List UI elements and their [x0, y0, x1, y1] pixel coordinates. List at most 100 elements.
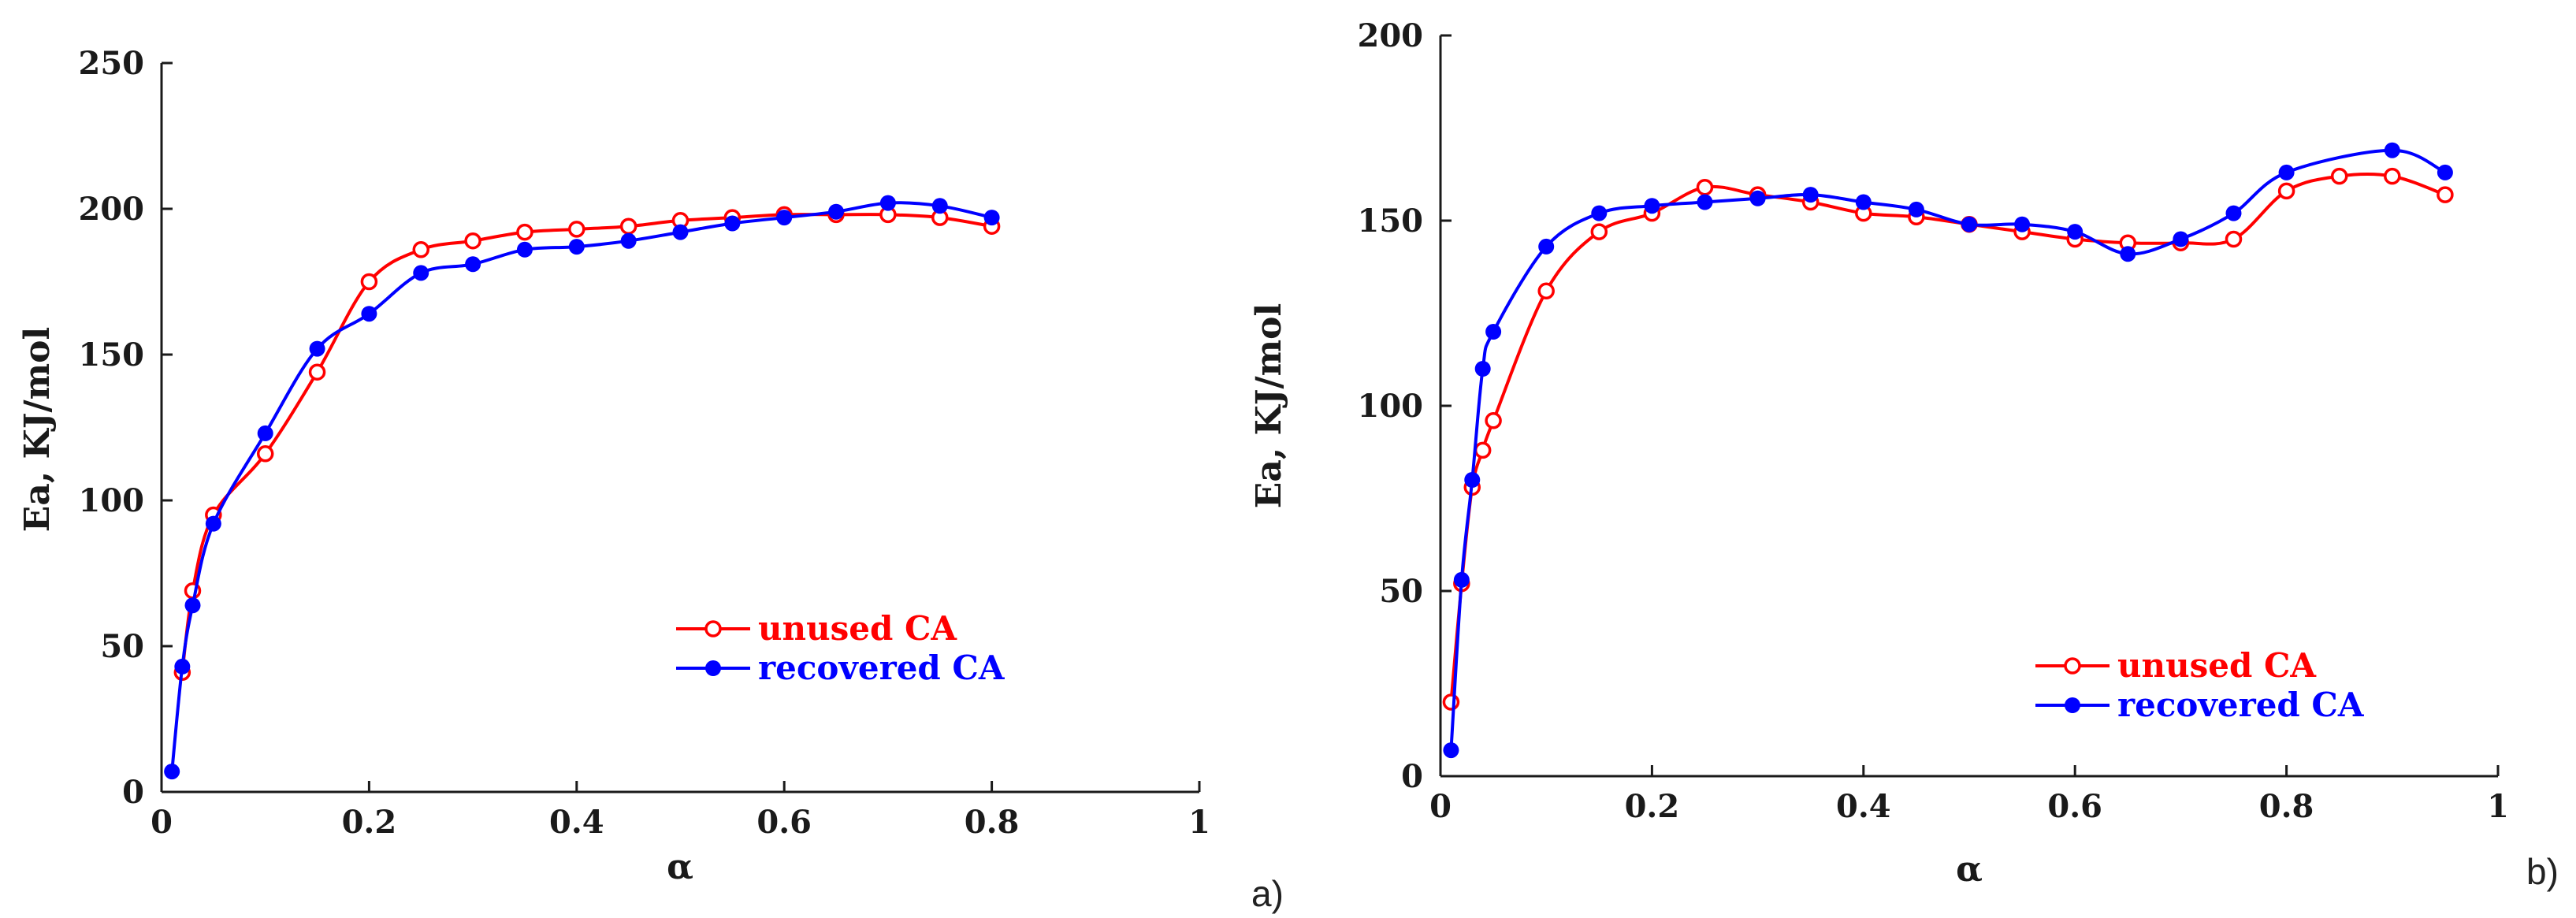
y-axis-title: Ea, KJ/mol — [17, 327, 58, 532]
legend-label-recovered: recovered CA — [2117, 686, 2365, 724]
data-point-recovered-ca — [2014, 216, 2031, 232]
data-point-recovered-ca — [1464, 472, 1481, 488]
y-tick-label: 50 — [100, 628, 144, 665]
chart-panel-a: 0 0.2 0.4 0.6 0.8 1 0 50 100 150 200 250 Ea, KJ/mol… — [17, 45, 1284, 914]
series-layer — [1442, 142, 2454, 759]
data-point-recovered-ca — [205, 515, 221, 532]
data-point-unused-ca — [2437, 186, 2454, 203]
y-tick-label: 0 — [1401, 758, 1423, 795]
series-line-unused-ca — [1449, 172, 2446, 703]
x-tick-label: 0.8 — [965, 804, 1020, 841]
x-tick-label: 0.6 — [756, 804, 812, 841]
data-point-recovered-ca — [983, 210, 1000, 226]
data-point-recovered-ca — [879, 195, 896, 211]
series-line-unused-ca — [180, 213, 992, 673]
data-point-recovered-ca — [1961, 216, 1977, 232]
data-point-unused-ca — [1442, 693, 1460, 711]
data-point-unused-ca — [2330, 167, 2348, 185]
data-point-recovered-ca — [2067, 224, 2083, 240]
y-tick-label: 200 — [1358, 17, 1424, 54]
data-point-recovered-ca — [2120, 246, 2136, 262]
data-point-recovered-ca — [1908, 201, 1924, 217]
data-point-recovered-ca — [164, 764, 180, 780]
data-point-recovered-ca — [1697, 194, 1713, 210]
legend-marker-unused — [704, 620, 722, 637]
x-tick-label: 0 — [151, 804, 173, 841]
y-tick-label: 150 — [1358, 203, 1424, 240]
data-point-recovered-ca — [1453, 571, 1470, 588]
data-point-recovered-ca — [1749, 190, 1766, 206]
x-tick-label: 0.2 — [342, 804, 397, 841]
data-point-unused-ca — [2384, 167, 2401, 185]
data-point-recovered-ca — [257, 425, 273, 441]
x-tick-label: 0.8 — [2259, 788, 2314, 825]
data-point-recovered-ca — [2173, 231, 2189, 247]
data-point-recovered-ca — [1644, 198, 1660, 214]
data-point-recovered-ca — [724, 215, 741, 232]
data-point-recovered-ca — [1855, 194, 1872, 210]
data-point-recovered-ca — [2384, 142, 2400, 158]
legend-label-unused: unused CA — [2117, 646, 2317, 685]
x-tick-label: 0.2 — [1625, 788, 1680, 825]
data-point-recovered-ca — [1802, 187, 1819, 203]
data-point-recovered-ca — [309, 340, 325, 357]
data-point-unused-ca — [2277, 182, 2295, 200]
data-point-unused-ca — [464, 232, 481, 250]
data-point-recovered-ca — [2278, 164, 2295, 180]
y-tick-label: 50 — [1379, 573, 1423, 610]
x-tick-label: 0.4 — [1836, 788, 1891, 825]
legend-marker-recovered — [2065, 697, 2080, 713]
data-point-recovered-ca — [568, 239, 585, 255]
data-point-unused-ca — [568, 221, 585, 238]
data-point-unused-ca — [516, 223, 533, 241]
series-layer — [164, 195, 1001, 780]
data-point-unused-ca — [1485, 412, 1502, 429]
data-point-recovered-ca — [1443, 742, 1459, 759]
data-point-unused-ca — [619, 217, 637, 235]
panel-label-a: a) — [1251, 873, 1284, 914]
data-point-recovered-ca — [1474, 361, 1491, 377]
data-point-unused-ca — [1590, 223, 1608, 240]
x-axis-title: α — [667, 847, 693, 887]
y-tick-label: 250 — [79, 45, 145, 82]
y-tick-label: 100 — [1358, 388, 1424, 425]
axis-ticks: 0 0.2 0.4 0.6 0.8 1 0 50 100 150 200 250 — [79, 45, 1210, 841]
legend-label-recovered: recovered CA — [758, 649, 1005, 687]
legend: unused CA recovered CA — [676, 609, 1005, 687]
y-tick-label: 150 — [79, 336, 145, 374]
x-axis-title: α — [1956, 849, 1983, 890]
data-point-unused-ca — [308, 363, 326, 381]
x-tick-label: 0.4 — [549, 804, 604, 841]
data-point-recovered-ca — [828, 203, 845, 220]
data-point-recovered-ca — [776, 210, 793, 226]
y-axis-title: Ea, KJ/mol — [1249, 303, 1289, 508]
x-tick-label: 1 — [2487, 788, 2509, 825]
axis-ticks: 0 0.2 0.4 0.6 0.8 1 0 50 100 150 200 — [1358, 17, 2509, 825]
data-point-recovered-ca — [1485, 324, 1502, 340]
data-point-recovered-ca — [2225, 205, 2242, 221]
data-point-unused-ca — [412, 241, 429, 258]
data-point-recovered-ca — [672, 224, 689, 240]
data-point-unused-ca — [2225, 230, 2243, 248]
legend-marker-recovered — [705, 660, 721, 676]
x-tick-label: 0 — [1429, 788, 1452, 825]
y-tick-label: 200 — [79, 191, 145, 228]
legend-marker-unused — [2064, 657, 2081, 675]
data-point-recovered-ca — [620, 232, 637, 249]
data-point-recovered-ca — [174, 658, 191, 675]
panel-label-b: b) — [2526, 851, 2559, 892]
legend: unused CA recovered CA — [2035, 646, 2365, 724]
y-tick-label: 0 — [122, 774, 144, 811]
data-point-unused-ca — [256, 445, 274, 463]
data-point-recovered-ca — [413, 265, 429, 281]
y-tick-label: 100 — [79, 482, 145, 519]
data-point-recovered-ca — [2437, 164, 2453, 180]
data-point-recovered-ca — [1591, 205, 1608, 221]
data-point-recovered-ca — [1538, 238, 1555, 255]
data-point-unused-ca — [360, 273, 378, 291]
data-point-recovered-ca — [361, 306, 377, 322]
legend-label-unused: unused CA — [758, 609, 957, 648]
x-tick-label: 1 — [1188, 804, 1210, 841]
